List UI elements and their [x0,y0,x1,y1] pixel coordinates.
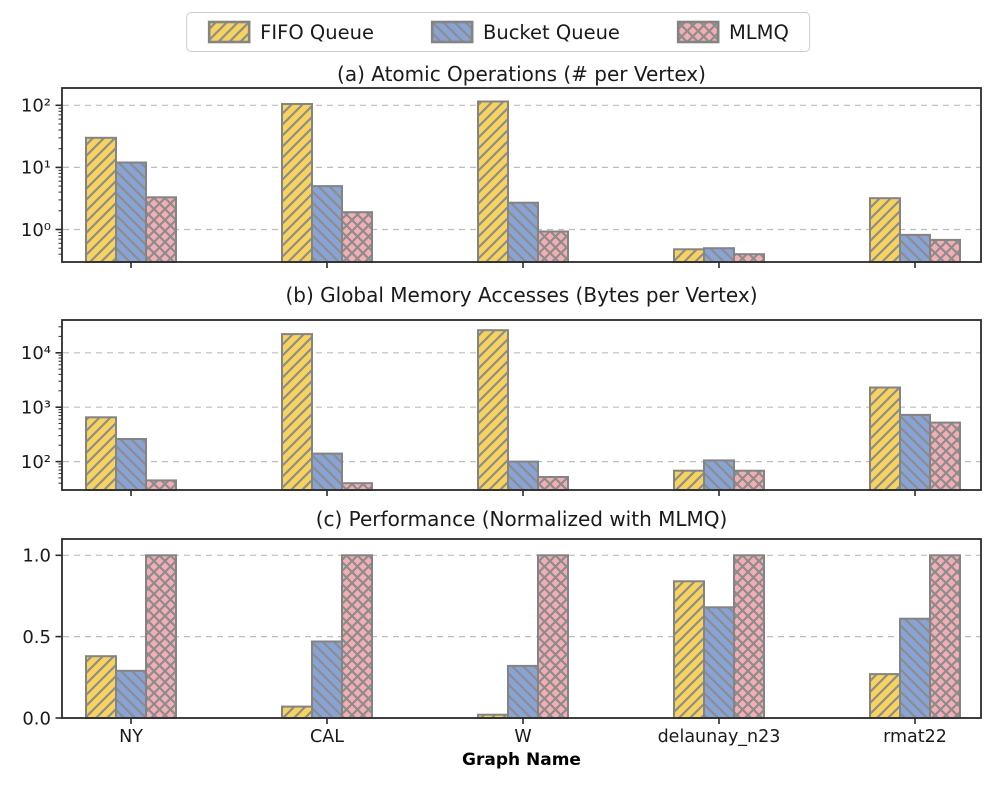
x-tick-label-delaunay-n23: delaunay_n23 [658,727,781,747]
y-tick-label: 10² [21,96,51,117]
y-tick-label: 0.0 [22,708,51,729]
x-tick-label-cal: CAL [310,727,344,747]
bar-fifo-queue-w [477,100,509,263]
subplot-b-title: (b) Global Memory Accesses (Bytes per Ve… [285,283,758,307]
bar-mlmq-w [537,230,569,263]
bar-fifo-queue-cal [281,333,313,491]
bar-mlmq-ny [145,196,177,263]
bar-fifo-queue-cal [281,103,313,263]
bar-fifo-queue-delaunay-n23 [673,469,705,492]
bar-bucket-queue-w [507,460,539,492]
bar-fifo-queue-ny [85,136,117,263]
bar-mlmq-rmat22 [929,238,961,263]
bar-fifo-queue-delaunay-n23 [673,580,705,719]
bar-bucket-queue-rmat22 [899,233,931,263]
subplot-a-title: (a) Atomic Operations (# per Vertex) [337,62,706,86]
bar-mlmq-rmat22 [929,554,961,719]
legend-swatch-bucket-queue [430,20,474,44]
legend-label: FIFO Queue [260,20,374,44]
bar-mlmq-cal [341,482,373,492]
bar-mlmq-delaunay-n23 [733,469,765,492]
x-tick-label-w: W [514,727,531,747]
bar-bucket-queue-ny [115,438,147,491]
y-tick-label: 10² [21,452,51,473]
bar-bucket-queue-rmat22 [899,617,931,720]
axes-frame [61,87,982,263]
y-tick-label: 10³ [21,398,51,419]
bar-bucket-queue-delaunay-n23 [703,459,735,491]
bar-fifo-queue-cal [281,705,313,719]
bar-fifo-queue-rmat22 [869,197,901,263]
y-tick-label: 1.0 [22,546,51,567]
legend-swatch-mlmq [676,20,720,44]
bar-bucket-queue-rmat22 [899,413,931,491]
legend-label: Bucket Queue [482,20,620,44]
bar-bucket-queue-ny [115,669,147,719]
bar-fifo-queue-ny [85,416,117,491]
y-tick-label: 0.5 [22,627,51,648]
bar-mlmq-cal [341,211,373,263]
bar-mlmq-rmat22 [929,421,961,492]
bar-mlmq-delaunay-n23 [733,554,765,719]
bar-fifo-queue-ny [85,655,117,720]
y-tick-label: 10⁰ [21,220,51,241]
bar-bucket-queue-delaunay-n23 [703,606,735,719]
subplot-c-title: (c) Performance (Normalized with MLMQ) [315,507,728,531]
legend-item-fifo-queue: FIFO Queue [207,20,374,44]
bar-bucket-queue-ny [115,161,147,263]
bar-bucket-queue-delaunay-n23 [703,247,735,263]
bar-mlmq-w [537,554,569,719]
y-tick-label: 10¹ [21,158,51,179]
axes-frame [61,538,982,719]
bar-bucket-queue-cal [311,452,343,492]
x-tick-label-rmat22: rmat22 [883,727,947,747]
bar-mlmq-w [537,476,569,491]
legend-swatch-fifo-queue [207,20,251,44]
x-axis-label: Graph Name [462,750,581,770]
bar-mlmq-ny [145,479,177,491]
bar-fifo-queue-rmat22 [869,386,901,491]
legend: FIFO Queue Bucket Queue MLMQ [186,12,810,52]
y-tick-label: 10⁴ [21,343,51,364]
bar-bucket-queue-cal [311,185,343,264]
bar-fifo-queue-delaunay-n23 [673,248,705,264]
legend-item-mlmq: MLMQ [676,20,789,44]
bar-bucket-queue-w [507,201,539,263]
legend-label: MLMQ [728,20,789,44]
axes-frame [61,319,982,491]
x-tick-label-ny: NY [119,727,143,747]
bar-mlmq-delaunay-n23 [733,253,765,263]
bar-fifo-queue-rmat22 [869,673,901,719]
bar-bucket-queue-w [507,664,539,720]
legend-item-bucket-queue: Bucket Queue [430,20,620,44]
bar-bucket-queue-cal [311,640,343,719]
bar-mlmq-ny [145,554,177,719]
bar-fifo-queue-w [477,329,509,492]
bar-mlmq-cal [341,554,373,719]
